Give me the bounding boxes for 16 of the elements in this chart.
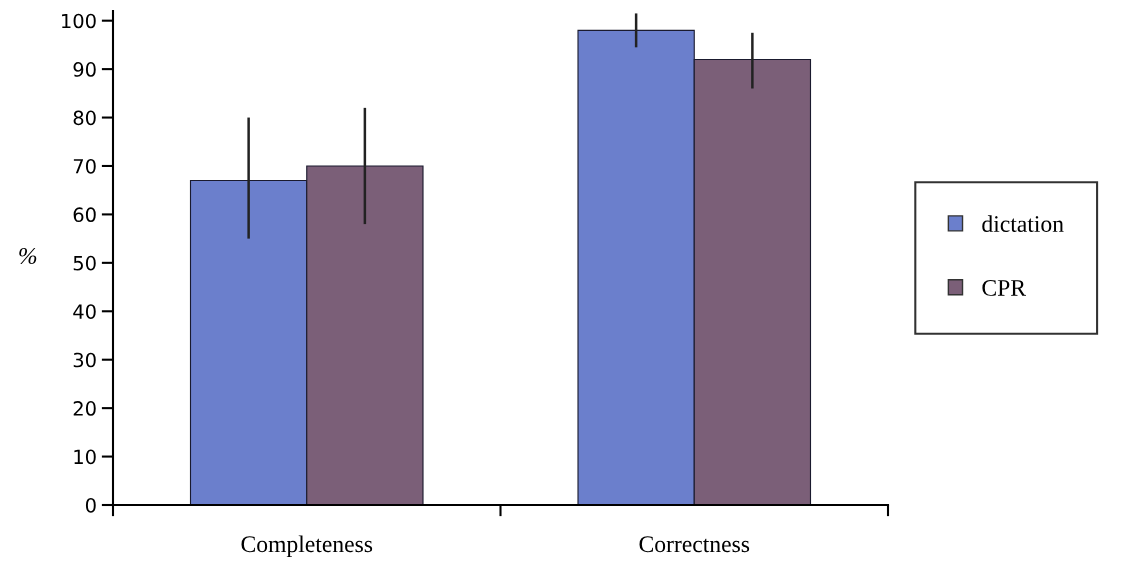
y-tick-label: 70: [73, 158, 96, 174]
y-tick-label: 60: [73, 207, 96, 223]
y-tick-label: 10: [74, 449, 96, 465]
legend-label: dictation: [982, 215, 1064, 232]
y-tick-label: 100: [62, 13, 96, 29]
y-tick-label: 20: [73, 401, 96, 416]
y-tick-label: 40: [73, 304, 96, 319]
y-tick-label: 30: [73, 352, 96, 368]
y-tick-label: 80: [73, 110, 96, 126]
legend-label: CPR: [982, 280, 1027, 296]
x-tick-label: Completeness: [241, 535, 373, 557]
y-axis-title: %: [19, 247, 37, 264]
x-tick-label: Correctness: [639, 536, 750, 553]
y-tick-label: 50: [73, 255, 96, 271]
y-tick-label: 90: [73, 62, 96, 77]
y-tick-label: 0: [85, 497, 96, 513]
